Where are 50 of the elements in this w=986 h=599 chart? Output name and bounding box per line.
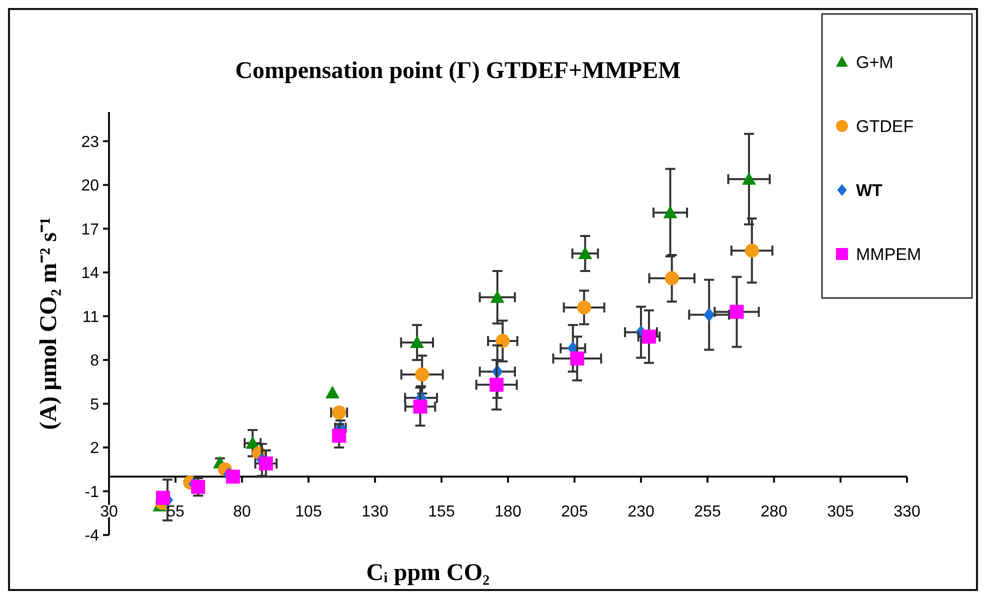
point	[496, 334, 510, 348]
x-axis-title: Cᵢ ppm CO₂	[366, 560, 490, 586]
x-tick-label: 305	[827, 504, 854, 521]
point	[577, 300, 592, 314]
point	[744, 244, 759, 258]
x-tick-label: 80	[233, 504, 251, 521]
point	[570, 352, 584, 366]
point	[703, 308, 715, 322]
x-tick-label: 255	[694, 504, 721, 521]
y-tick-label: 2	[90, 440, 100, 458]
y-tick-label: 23	[81, 134, 100, 151]
point	[191, 480, 206, 494]
point	[410, 335, 424, 348]
y-tick-label: -1	[84, 484, 100, 501]
point	[642, 330, 656, 344]
y-tick-label: 11	[82, 308, 100, 326]
point	[490, 290, 504, 303]
point	[332, 428, 346, 443]
point	[325, 386, 340, 398]
y-tick-label: -4	[84, 528, 100, 545]
point	[413, 400, 428, 414]
x-tick-label: 105	[295, 504, 322, 521]
point	[742, 172, 756, 185]
point	[578, 246, 592, 260]
x-tick-label: 280	[760, 504, 788, 521]
x-tick-label: 180	[494, 504, 522, 521]
legend-label: WT	[856, 181, 884, 200]
point	[730, 304, 744, 319]
chart-title: Compensation point (Γ) GTDEF+MMPEM	[235, 58, 681, 84]
y-tick-label: 17	[81, 221, 100, 238]
point	[258, 456, 273, 471]
x-tick-label: 330	[894, 504, 920, 521]
y-tick-label: 8	[90, 352, 100, 370]
y-tick-label: 20	[81, 178, 100, 195]
point	[156, 490, 170, 505]
y-tick-label: 14	[81, 265, 100, 282]
point	[664, 271, 679, 286]
x-tick-label: 155	[428, 504, 455, 521]
x-tick-label: 205	[561, 504, 588, 521]
x-tick-label: 230	[628, 504, 654, 521]
point	[415, 368, 430, 382]
legend-label: GTDEF	[856, 117, 914, 136]
point	[490, 378, 504, 392]
y-tick-label: 5	[90, 396, 100, 414]
point	[663, 206, 678, 218]
y-axis-title: (A) μmol CO₂ m⁻² s⁻¹	[36, 217, 62, 430]
legend-label: MMPEM	[856, 245, 922, 264]
x-tick-label: 130	[362, 504, 388, 521]
point	[226, 470, 240, 484]
legend-label: G+M	[856, 53, 894, 72]
